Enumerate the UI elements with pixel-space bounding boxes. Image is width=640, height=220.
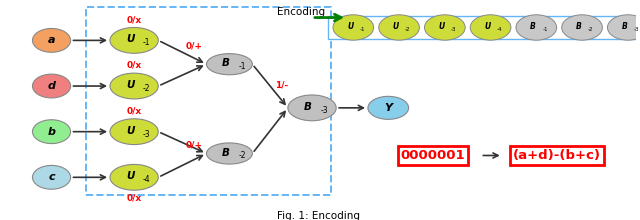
Ellipse shape bbox=[516, 15, 557, 40]
Text: U: U bbox=[126, 80, 134, 90]
Text: -2: -2 bbox=[143, 84, 150, 93]
Text: b: b bbox=[47, 127, 56, 137]
Text: U: U bbox=[438, 22, 445, 31]
Text: -2: -2 bbox=[405, 27, 411, 32]
Ellipse shape bbox=[368, 96, 408, 119]
Text: B: B bbox=[576, 22, 582, 31]
Ellipse shape bbox=[207, 54, 252, 75]
Text: B: B bbox=[621, 22, 628, 31]
Ellipse shape bbox=[33, 120, 70, 144]
Ellipse shape bbox=[207, 143, 252, 164]
Text: 0/x: 0/x bbox=[127, 194, 141, 203]
Text: B: B bbox=[221, 147, 230, 158]
Text: d: d bbox=[47, 81, 56, 91]
Text: c: c bbox=[48, 172, 55, 182]
Text: a: a bbox=[48, 35, 55, 45]
Text: U: U bbox=[126, 34, 134, 44]
Ellipse shape bbox=[33, 28, 70, 52]
Text: 0/+: 0/+ bbox=[186, 140, 203, 149]
Text: U: U bbox=[347, 22, 353, 31]
Text: B: B bbox=[530, 22, 536, 31]
Ellipse shape bbox=[424, 15, 465, 40]
Text: -1: -1 bbox=[143, 38, 150, 47]
Text: U: U bbox=[126, 171, 134, 181]
Text: Encoding: Encoding bbox=[277, 7, 325, 16]
Ellipse shape bbox=[288, 95, 336, 121]
Ellipse shape bbox=[379, 15, 419, 40]
Text: -3: -3 bbox=[321, 106, 328, 115]
Ellipse shape bbox=[33, 165, 70, 189]
Text: -4: -4 bbox=[497, 27, 502, 32]
Ellipse shape bbox=[110, 28, 158, 53]
Ellipse shape bbox=[562, 15, 602, 40]
Text: -4: -4 bbox=[143, 175, 150, 184]
Ellipse shape bbox=[110, 119, 158, 145]
Text: (a+d)-(b+c): (a+d)-(b+c) bbox=[513, 149, 600, 162]
Text: Fig. 1: Encoding: Fig. 1: Encoding bbox=[277, 211, 360, 220]
FancyBboxPatch shape bbox=[328, 16, 640, 39]
Text: B: B bbox=[221, 58, 230, 68]
Text: -3: -3 bbox=[451, 27, 456, 32]
Text: 0000001: 0000001 bbox=[401, 149, 465, 162]
Text: U: U bbox=[126, 126, 134, 136]
Ellipse shape bbox=[110, 164, 158, 190]
Text: 0/x: 0/x bbox=[127, 106, 141, 115]
Ellipse shape bbox=[33, 74, 70, 98]
Text: -2: -2 bbox=[238, 151, 246, 160]
Text: 1/-: 1/- bbox=[275, 81, 288, 90]
Text: -2: -2 bbox=[588, 27, 594, 32]
Text: B: B bbox=[304, 102, 312, 112]
Text: U: U bbox=[393, 22, 399, 31]
Text: U: U bbox=[484, 22, 490, 31]
Text: 0/+: 0/+ bbox=[186, 42, 203, 51]
Text: 0/x: 0/x bbox=[127, 61, 141, 70]
Text: -1: -1 bbox=[360, 27, 365, 32]
Text: -1: -1 bbox=[543, 27, 548, 32]
Ellipse shape bbox=[470, 15, 511, 40]
Text: -3: -3 bbox=[634, 27, 639, 32]
Ellipse shape bbox=[110, 73, 158, 99]
Ellipse shape bbox=[333, 15, 374, 40]
Text: 0/x: 0/x bbox=[127, 15, 141, 24]
Text: -3: -3 bbox=[143, 130, 150, 139]
Text: -1: -1 bbox=[238, 62, 246, 71]
Ellipse shape bbox=[607, 15, 640, 40]
Text: Y: Y bbox=[384, 103, 392, 113]
